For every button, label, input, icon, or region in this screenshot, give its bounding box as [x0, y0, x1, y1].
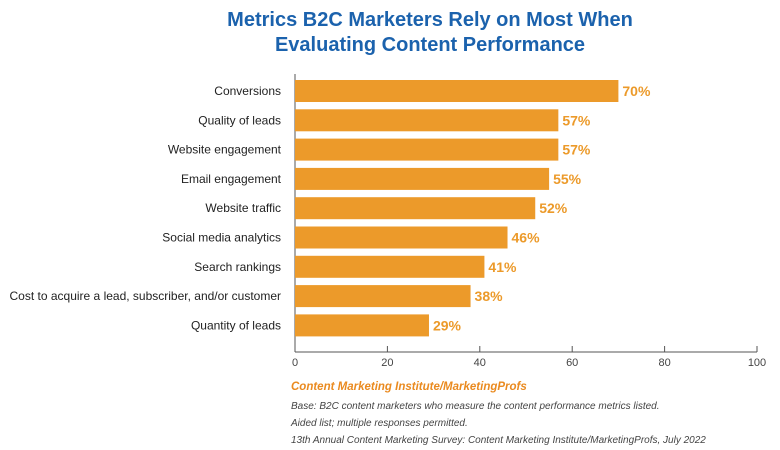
chart-title-line-1: Metrics B2C Marketers Rely on Most When — [227, 9, 633, 31]
x-tick-label: 40 — [474, 357, 486, 369]
value-label: 29% — [433, 317, 462, 333]
bar — [295, 138, 559, 161]
category-label: Quantity of leads — [191, 318, 281, 332]
x-tick-label: 60 — [566, 357, 578, 369]
value-label: 55% — [553, 171, 582, 187]
category-label: Social media analytics — [162, 231, 281, 245]
value-label: 38% — [475, 288, 504, 304]
chart-title: Metrics B2C Marketers Rely on Most When … — [200, 8, 660, 58]
footer-note-base: Base: B2C content marketers who measure … — [291, 401, 660, 412]
value-label: 52% — [539, 200, 568, 216]
footer-note-aided: Aided list; multiple responses permitted… — [291, 418, 468, 429]
value-label: 46% — [512, 230, 541, 246]
x-tick-label: 0 — [292, 357, 298, 369]
chart-title-line-2: Evaluating Content Performance — [274, 34, 586, 56]
footer-note-survey: 13th Annual Content Marketing Survey: Co… — [291, 435, 706, 446]
bar — [295, 197, 536, 220]
bar — [295, 285, 471, 308]
value-label: 57% — [562, 112, 591, 128]
bar — [295, 255, 485, 278]
value-label: 57% — [562, 142, 591, 158]
value-label: 41% — [488, 259, 517, 275]
x-tick-label: 80 — [658, 357, 670, 369]
category-label: Conversions — [214, 84, 281, 98]
x-tick-label: 20 — [381, 357, 393, 369]
category-label: Email engagement — [181, 172, 282, 186]
category-label: Cost to acquire a lead, subscriber, and/… — [10, 289, 281, 303]
value-label: 70% — [622, 83, 651, 99]
bar — [295, 80, 619, 102]
category-label: Search rankings — [194, 260, 281, 274]
x-tick-label: 100 — [748, 357, 766, 369]
bar — [295, 167, 550, 190]
category-label: Website engagement — [168, 143, 282, 157]
category-label: Quality of leads — [198, 113, 281, 127]
source-label: Content Marketing Institute/MarketingPro… — [291, 381, 527, 393]
bar — [295, 226, 508, 249]
bar — [295, 109, 559, 132]
bar — [295, 314, 429, 337]
category-label: Website traffic — [205, 201, 281, 215]
